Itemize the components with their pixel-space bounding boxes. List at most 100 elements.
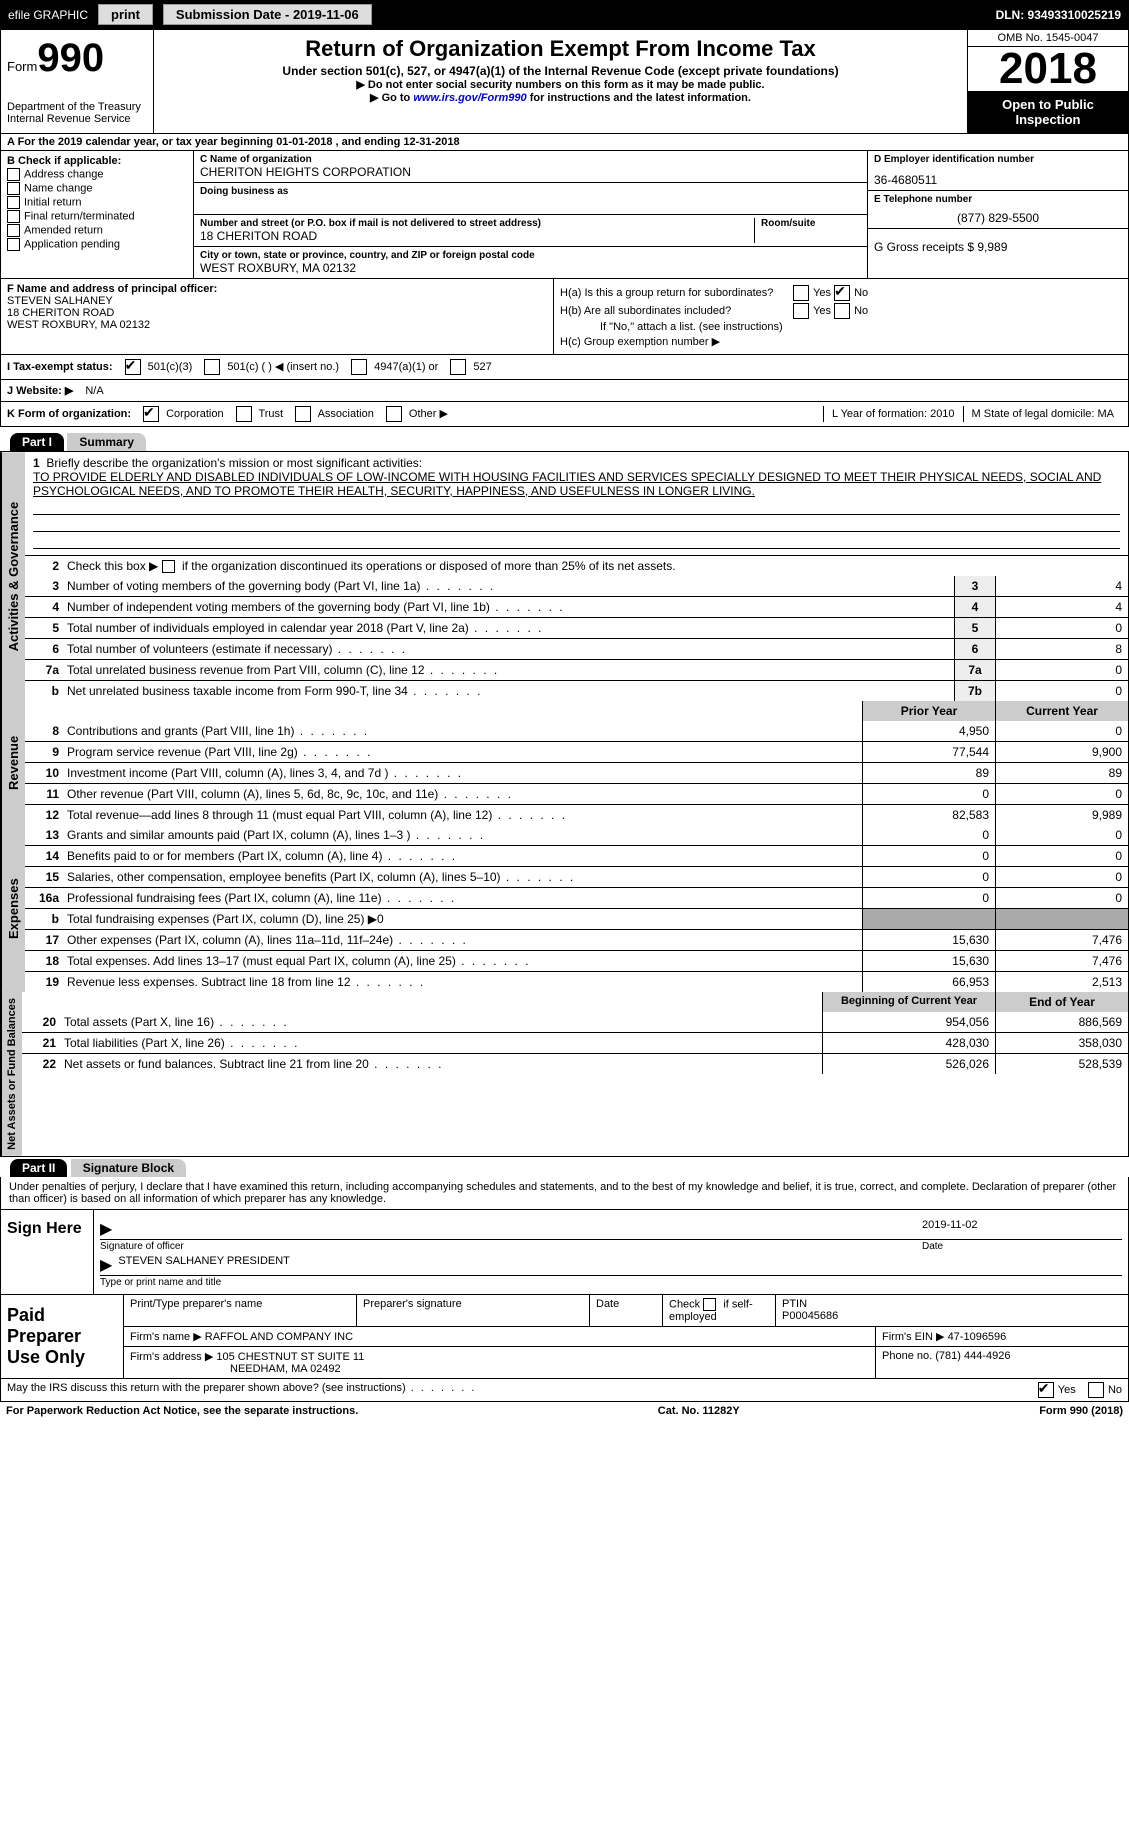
table-row: 4 Number of independent voting members o… <box>25 596 1128 617</box>
trust-checkbox[interactable] <box>236 406 252 422</box>
ein-label: D Employer identification number <box>874 154 1122 165</box>
table-row: 3 Number of voting members of the govern… <box>25 576 1128 596</box>
hb-yes-checkbox[interactable] <box>793 303 809 319</box>
org-name-label: C Name of organization <box>200 154 861 165</box>
year-formation: L Year of formation: 2010 <box>823 406 963 422</box>
table-row: 22 Net assets or fund balances. Subtract… <box>22 1053 1128 1074</box>
address-change-checkbox[interactable] <box>7 168 20 181</box>
website-row: J Website: ▶ N/A <box>0 380 1129 402</box>
501c3-checkbox[interactable] <box>125 359 141 375</box>
discuss-yes-checkbox[interactable] <box>1038 1382 1054 1398</box>
hb-no-checkbox[interactable] <box>834 303 850 319</box>
firm-phone-label: Phone no. <box>882 1350 932 1362</box>
table-row: 21 Total liabilities (Part X, line 26) 4… <box>22 1032 1128 1053</box>
tax-exempt-status-row: I Tax-exempt status: 501(c)(3) 501(c) ( … <box>0 355 1129 380</box>
expenses-section: Expenses 13 Grants and similar amounts p… <box>1 825 1128 992</box>
firm-phone: (781) 444-4926 <box>935 1350 1010 1362</box>
ptin-value: P00045686 <box>782 1310 1122 1322</box>
final-return-checkbox[interactable] <box>7 210 20 223</box>
self-employed-checkbox[interactable] <box>703 1298 716 1311</box>
room-label: Room/suite <box>761 218 861 229</box>
527-checkbox[interactable] <box>450 359 466 375</box>
mission-text: TO PROVIDE ELDERLY AND DISABLED INDIVIDU… <box>33 470 1101 498</box>
city-label: City or town, state or province, country… <box>200 250 861 261</box>
hb-row: H(b) Are all subordinates included? Yes … <box>560 303 1122 319</box>
application-pending-checkbox[interactable] <box>7 238 20 251</box>
table-row: 19 Revenue less expenses. Subtract line … <box>25 971 1128 992</box>
table-row: 5 Total number of individuals employed i… <box>25 617 1128 638</box>
dept-label: Department of the Treasury Internal Reve… <box>7 101 147 125</box>
sig-officer-label: Signature of officer <box>100 1241 922 1252</box>
discuss-no-checkbox[interactable] <box>1088 1382 1104 1398</box>
table-row: 15 Salaries, other compensation, employe… <box>25 866 1128 887</box>
phone-label: E Telephone number <box>874 194 1122 205</box>
discontinued-checkbox[interactable] <box>162 560 175 573</box>
corp-checkbox[interactable] <box>143 406 159 422</box>
4947-checkbox[interactable] <box>351 359 367 375</box>
mission-label: Briefly describe the organization's miss… <box>46 456 422 470</box>
amended-return-checkbox[interactable] <box>7 224 20 237</box>
ha-row: H(a) Is this a group return for subordin… <box>560 285 1122 301</box>
officer-label: F Name and address of principal officer: <box>7 283 547 295</box>
officer-name-title: STEVEN SALHANEY PRESIDENT <box>118 1255 290 1275</box>
org-name: CHERITON HEIGHTS CORPORATION <box>200 165 861 179</box>
expenses-vert-label: Expenses <box>1 825 25 992</box>
form-header: Form990 Department of the Treasury Inter… <box>0 29 1129 134</box>
open-to-public: Open to Public Inspection <box>968 91 1128 133</box>
discuss-row: May the IRS discuss this return with the… <box>0 1379 1129 1402</box>
firm-name: RAFFOL AND COMPANY INC <box>205 1331 353 1343</box>
blank-line <box>33 500 1120 515</box>
ein-value: 36-4680511 <box>874 173 1122 187</box>
end-year-header: End of Year <box>995 992 1128 1012</box>
gov-vert-label: Activities & Governance <box>1 452 25 701</box>
table-row: 14 Benefits paid to or for members (Part… <box>25 845 1128 866</box>
firm-ein: 47-1096596 <box>948 1331 1007 1343</box>
tax-year: 2018 <box>968 47 1128 91</box>
name-title-label: Type or print name and title <box>100 1277 1122 1288</box>
firm-addr-label: Firm's address ▶ <box>130 1351 213 1363</box>
form-ref: Form 990 (2018) <box>1039 1405 1123 1417</box>
hb-note: If "No," attach a list. (see instruction… <box>560 321 1122 333</box>
blank-line <box>33 534 1120 549</box>
activities-governance-section: Activities & Governance 1 Briefly descri… <box>1 452 1128 701</box>
name-change-checkbox[interactable] <box>7 182 20 195</box>
arrow-icon: ▶ <box>100 1219 112 1239</box>
begin-year-header: Beginning of Current Year <box>822 992 995 1012</box>
top-bar: efile GRAPHIC print Submission Date - 20… <box>0 0 1129 29</box>
submission-date-button[interactable]: Submission Date - 2019-11-06 <box>163 4 372 25</box>
net-assets-section: Net Assets or Fund Balances Beginning of… <box>1 992 1128 1156</box>
dln-label: DLN: 93493310025219 <box>996 8 1121 22</box>
table-row: b Total fundraising expenses (Part IX, c… <box>25 908 1128 929</box>
ha-yes-checkbox[interactable] <box>793 285 809 301</box>
table-row: 11 Other revenue (Part VIII, column (A),… <box>25 783 1128 804</box>
print-button[interactable]: print <box>98 4 153 25</box>
initial-return-checkbox[interactable] <box>7 196 20 209</box>
other-checkbox[interactable] <box>386 406 402 422</box>
firm-ein-label: Firm's EIN ▶ <box>882 1331 945 1343</box>
form-number: Form990 <box>7 36 147 81</box>
paid-preparer-section: Paid Preparer Use Only Print/Type prepar… <box>0 1295 1129 1379</box>
perjury-statement: Under penalties of perjury, I declare th… <box>0 1177 1129 1210</box>
table-row: 20 Total assets (Part X, line 16) 954,05… <box>22 1012 1128 1032</box>
website-value: N/A <box>85 385 103 397</box>
501c-checkbox[interactable] <box>204 359 220 375</box>
date-label: Date <box>922 1241 1122 1252</box>
netassets-vert-label: Net Assets or Fund Balances <box>1 992 22 1156</box>
efile-label: efile GRAPHIC <box>8 8 88 22</box>
sig-date: 2019-11-02 <box>922 1219 1122 1239</box>
part1-label: Part I <box>10 433 64 451</box>
subtitle-1: Under section 501(c), 527, or 4947(a)(1)… <box>164 64 957 78</box>
revenue-vert-label: Revenue <box>1 701 25 825</box>
hc-row: H(c) Group exemption number ▶ <box>560 335 1122 348</box>
ha-no-checkbox[interactable] <box>834 285 850 301</box>
assoc-checkbox[interactable] <box>295 406 311 422</box>
officer-name: STEVEN SALHANEY <box>7 295 547 307</box>
street-address: 18 CHERITON ROAD <box>200 229 754 243</box>
table-row: 12 Total revenue—add lines 8 through 11 … <box>25 804 1128 825</box>
subtitle-2: ▶ Do not enter social security numbers o… <box>164 78 957 91</box>
firm-addr2: NEEDHAM, MA 02492 <box>230 1363 341 1375</box>
state-domicile: M State of legal domicile: MA <box>963 406 1122 422</box>
irs-link[interactable]: www.irs.gov/Form990 <box>413 92 526 104</box>
preparer-name-header: Print/Type preparer's name <box>124 1295 357 1326</box>
check-if-applicable: B Check if applicable: Address change Na… <box>1 151 194 278</box>
